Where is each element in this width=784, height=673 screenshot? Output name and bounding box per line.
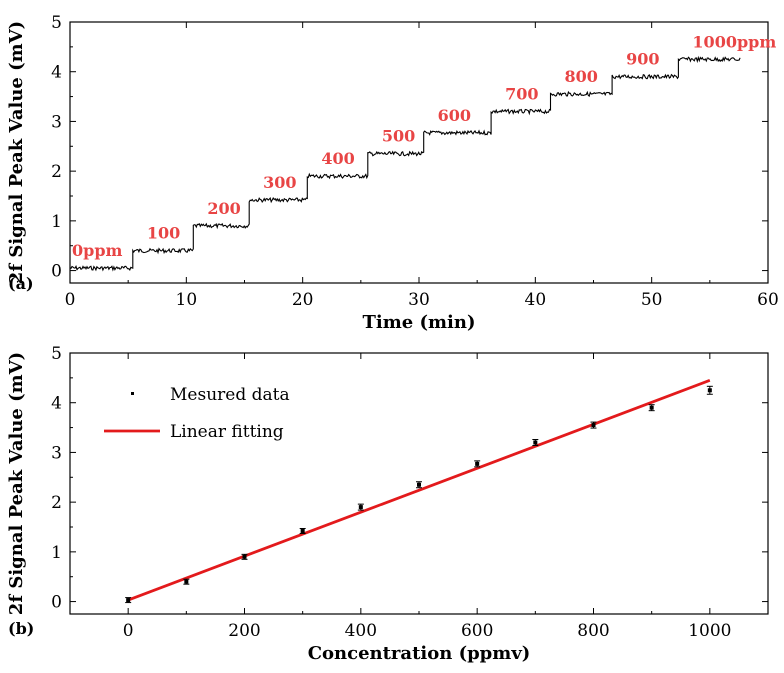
data-point [417,482,421,487]
legend-label-points: Mesured data [170,385,290,405]
step-label: 200 [207,199,240,218]
data-point [242,554,247,559]
x-tick-label: 400 [345,621,377,641]
y-tick-label: 3 [51,112,62,132]
x-tick-label: 20 [292,290,314,310]
x-axis-title: Concentration (ppmv) [308,643,531,664]
y-tick-label: 2 [51,162,62,182]
y-axis-title: 2f Signal Peak Value (mV) [6,21,27,284]
linear-fit-line [127,379,711,602]
y-tick-label: 1 [51,543,62,563]
data-point [126,598,131,603]
x-tick-label: 0 [123,621,134,641]
x-tick-label: 10 [176,290,198,310]
step-label: 900 [626,50,659,69]
step-label: 500 [382,127,415,146]
step-label: 800 [564,67,597,86]
panel-label: (a) [8,274,34,293]
y-tick-label: 4 [51,63,62,83]
data-point [358,505,363,510]
x-tick-label: 1000 [688,621,731,641]
data-point [707,388,712,393]
x-tick-label: 60 [757,290,779,310]
x-tick-label: 600 [461,621,493,641]
panel-b: 0 200 400 600 800 1000 0 1 2 3 4 5 Concentration (pp… [6,344,769,664]
x-tick-label: 40 [525,290,547,310]
step-label: 1000ppm [692,32,776,51]
y-tick-label: 4 [51,394,62,414]
step-label: 100 [147,224,180,243]
y-tick-label: 5 [51,344,62,364]
legend-marker-points [131,392,134,395]
x-tick-label: 30 [408,290,430,310]
data-point [649,405,654,410]
y-tick-label: 0 [51,262,62,282]
step-label: 400 [321,149,354,168]
x-tick-label: 800 [577,621,609,641]
y-tick-label: 1 [51,212,62,232]
step-label: 600 [438,106,471,125]
y-tick-label: 5 [51,13,62,33]
legend: Mesured data Linear fitting [104,385,290,442]
step-label: 700 [505,84,538,103]
data-point [533,440,538,445]
signal-trace [69,55,741,272]
legend-label-line: Linear fitting [170,422,284,442]
x-tick-label: 0 [65,290,76,310]
data-point [475,461,480,466]
panel-label: (b) [8,619,34,638]
step-label: 300 [263,173,296,192]
y-tick-label: 0 [51,593,62,613]
y-tick-label: 2 [51,493,62,513]
data-point [184,579,189,584]
data-point [300,528,305,533]
x-axis-title: Time (min) [362,312,475,333]
x-tick-label: 200 [228,621,260,641]
y-axis-title: 2f Signal Peak Value (mV) [6,352,27,615]
step-label: 0ppm [72,241,123,260]
y-tick-label: 3 [51,443,62,463]
data-point [591,423,596,428]
x-tick-label: 50 [641,290,663,310]
